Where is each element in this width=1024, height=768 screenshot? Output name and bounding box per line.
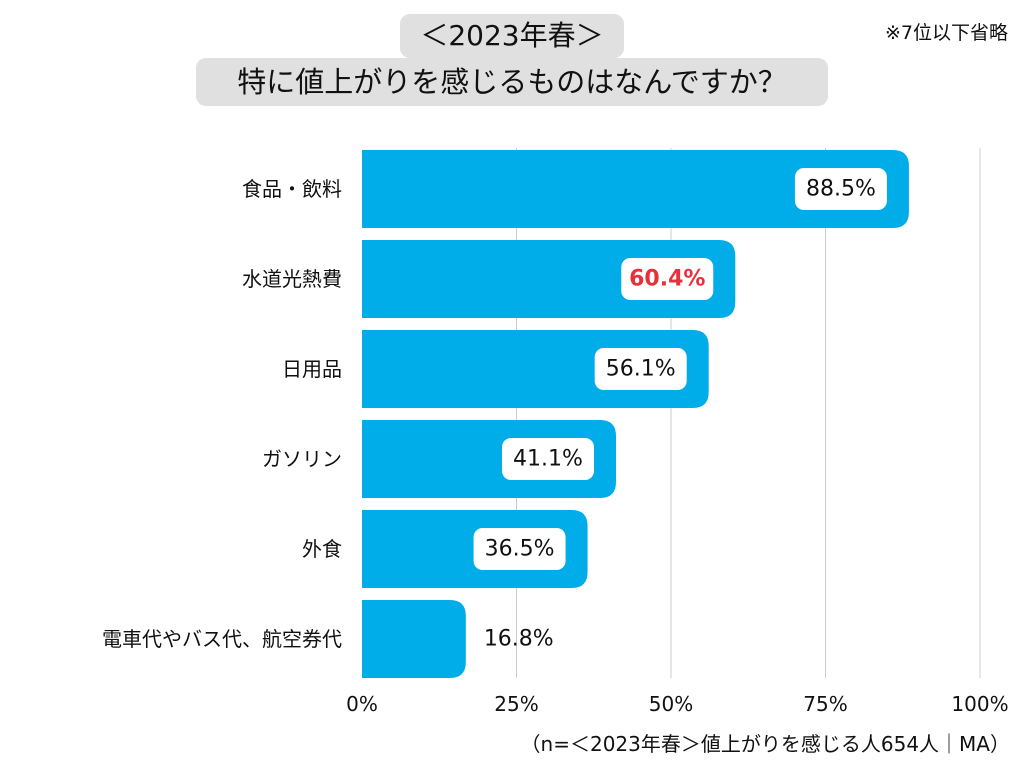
category-label-0: 食品・飲料 — [242, 177, 342, 201]
omission-note: ※7位以下省略 — [884, 22, 1008, 44]
value-label-box-2 — [594, 348, 687, 390]
value-label-5: 16.8% — [484, 627, 554, 652]
value-label-box-3 — [501, 438, 594, 480]
value-label-4: 36.5% — [485, 537, 555, 562]
category-label-4: 外食 — [302, 537, 342, 561]
x-tick-label-3: 75% — [803, 692, 847, 716]
value-label-box-0 — [794, 168, 887, 210]
value-label-0: 88.5% — [806, 177, 876, 202]
category-label-2: 日用品 — [282, 357, 342, 381]
value-label-2: 56.1% — [606, 357, 676, 382]
x-tick-label-4: 100% — [951, 692, 1008, 716]
category-label-5: 電車代やバス代、航空券代 — [102, 627, 342, 651]
x-tick-label-0: 0% — [346, 692, 378, 716]
value-label-3: 41.1% — [513, 447, 583, 472]
chart-title-question: 特に値上がりを感じるものはなんですか？ — [196, 58, 828, 106]
x-tick-label-2: 50% — [649, 692, 693, 716]
value-label-box-1 — [621, 258, 714, 300]
bar-5 — [362, 600, 466, 678]
x-tick-label-1: 25% — [494, 692, 538, 716]
category-label-3: ガソリン — [262, 447, 342, 471]
bar-0 — [362, 150, 909, 228]
category-label-1: 水道光熱費 — [242, 267, 342, 291]
sample-footnote: （n=＜2023年春＞値上がりを感じる人654人｜MA） — [520, 732, 1010, 756]
value-label-box-4 — [473, 528, 566, 570]
chart-title-period: ＜2023年春＞ — [400, 14, 624, 58]
value-label-1: 60.4% — [629, 267, 705, 292]
